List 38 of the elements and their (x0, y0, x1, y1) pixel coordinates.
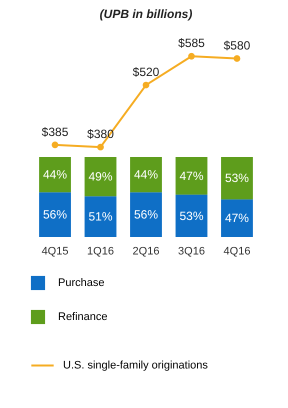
legend-label: Purchase (58, 277, 104, 289)
data-label: 44% (43, 168, 68, 182)
chart-title: (UPB in billions) (100, 7, 192, 21)
bar (221, 199, 253, 237)
point (188, 52, 195, 60)
x-tick-label: 2Q16 (132, 246, 160, 258)
bar (176, 157, 208, 195)
bar (39, 192, 71, 237)
point (97, 144, 104, 150)
bar (84, 196, 116, 237)
bar (130, 192, 162, 237)
bar (221, 157, 253, 200)
bar (39, 157, 71, 192)
data-label: $580 (224, 38, 251, 52)
point (142, 82, 150, 88)
x-tick-label: 4Q15 (42, 246, 68, 258)
data-label: 51% (88, 210, 113, 224)
x-tick-label: 1Q16 (87, 246, 114, 258)
bar (176, 194, 208, 237)
point (52, 142, 58, 148)
data-label: 53% (179, 208, 204, 223)
x-tick-label: 4Q16 (224, 246, 250, 258)
bar (130, 157, 162, 192)
data-label: 49% (88, 170, 113, 184)
data-label: 56% (43, 208, 68, 222)
data-label: 44% (134, 168, 158, 182)
data-label: $585 (178, 36, 206, 50)
data-label: 53% (224, 171, 250, 186)
data-label: $385 (42, 124, 69, 139)
point (234, 55, 240, 62)
x-tick-label: 3Q16 (178, 246, 205, 258)
bar (84, 157, 116, 196)
legend-label: U.S. single-family originations (63, 360, 208, 372)
data-label: 47% (224, 211, 250, 226)
data-label: 47% (179, 168, 204, 183)
data-label: 56% (134, 208, 158, 222)
data-label: $520 (132, 65, 160, 80)
legend-label: Refinance (58, 311, 108, 323)
